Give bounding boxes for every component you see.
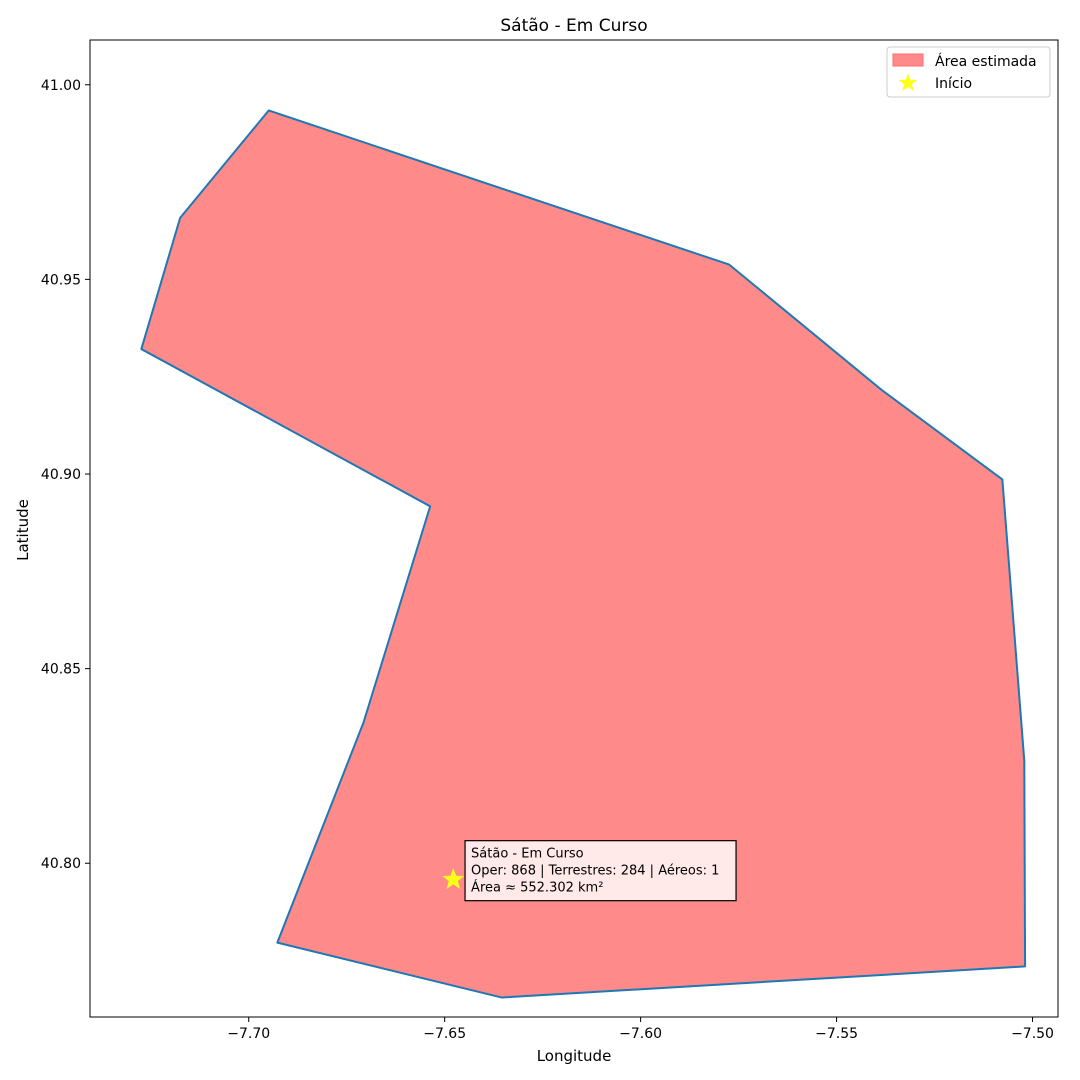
x-tick-label: −7.60: [619, 1026, 662, 1042]
x-tick-label: −7.55: [815, 1026, 858, 1042]
x-tick-label: −7.50: [1011, 1026, 1054, 1042]
annotation-line: Sátão - Em Curso: [471, 847, 584, 862]
y-tick-label: 41.00: [41, 78, 81, 94]
plot-frame: [89, 39, 1059, 1018]
legend-box: [886, 46, 1051, 98]
start-star-marker: [442, 867, 465, 890]
y-tick-label: 40.80: [41, 856, 81, 872]
legend-label-area: Área estimada: [935, 53, 1037, 70]
y-tick-label: 40.85: [41, 662, 81, 678]
annotation-line: Área ≈ 552.302 km²: [471, 880, 603, 896]
x-tick-label: −7.70: [227, 1026, 270, 1042]
y-tick-label: 40.90: [41, 467, 81, 483]
plot-area: [140, 109, 1027, 999]
area-polygon: [140, 109, 1027, 999]
annotation-box: Sátão - Em Curso Oper: 868 | Terrestres: …: [464, 840, 737, 902]
y-tick-label: 40.95: [41, 272, 81, 288]
legend-swatch-area: [892, 53, 924, 67]
y-axis-label: Latitude: [14, 499, 32, 561]
annotation-line: Oper: 868 | Terrestres: 284 | Aéreos: 1: [471, 864, 719, 879]
annotation-background: [464, 840, 737, 902]
axes: −7.70 −7.65 −7.60 −7.55 −7.50 40.80 40.85 40.90…: [41, 39, 1059, 1042]
legend-swatch-start: [898, 73, 918, 92]
legend: Área estimada Início: [886, 46, 1051, 98]
x-axis-label: Longitude: [537, 1047, 612, 1065]
x-tick-label: −7.65: [423, 1026, 466, 1042]
legend-label-start: Início: [935, 76, 972, 92]
chart-title: Sátão - Em Curso: [500, 16, 647, 36]
